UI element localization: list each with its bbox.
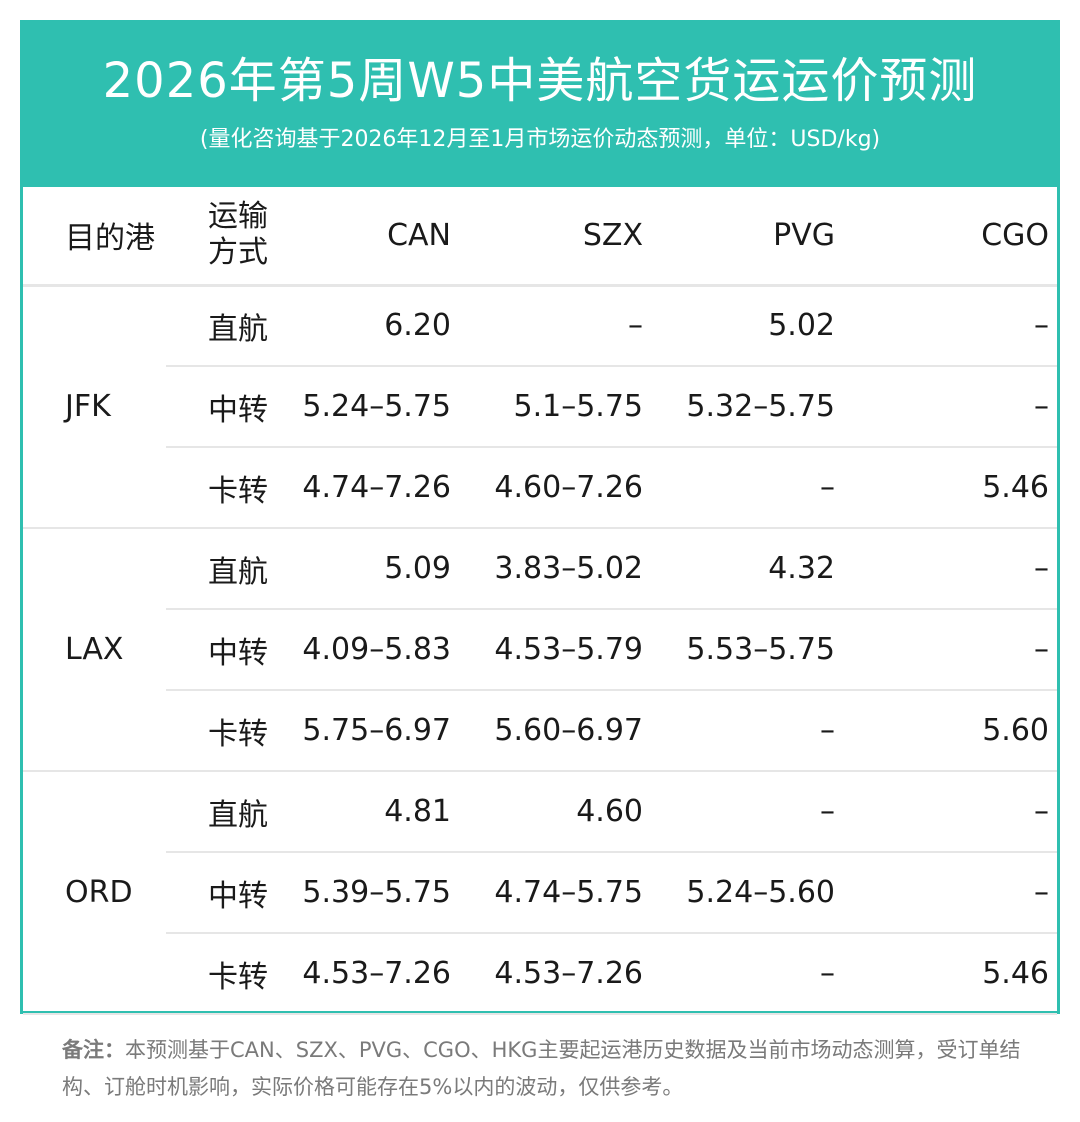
table-row: 中转 5.39–5.75 4.74–5.75 5.24–5.60–	[23, 852, 1057, 934]
table-row: 卡转 5.75–6.97 5.60–6.97–5.60	[23, 690, 1057, 772]
rate-cell-can: 5.39–5.75	[269, 852, 461, 934]
rate-cell-cgo: –	[845, 609, 1057, 691]
rate-cell-szx: 4.74–5.75	[461, 852, 653, 934]
rate-cell-szx: –	[461, 285, 653, 367]
table-row: ORD 直航 4.81 4.60– –	[23, 771, 1057, 1015]
rate-cell-can: 5.75–6.97	[269, 690, 461, 772]
transport-mode-cell: 直航	[166, 771, 269, 853]
rate-cell-can: 4.81	[269, 771, 461, 853]
column-header-mode-line2: 方式	[208, 235, 268, 271]
transport-mode-cell: 卡转	[166, 447, 269, 529]
column-header-destination: 目的港	[23, 187, 166, 287]
rate-cell-cgo: 5.46	[845, 933, 1057, 1015]
rate-cell-szx: 4.60–7.26	[461, 447, 653, 529]
destination-port-cell: ORD	[23, 771, 166, 1015]
table-row: LAX 直航 5.09 3.83–5.02 4.32–	[23, 528, 1057, 772]
column-header-cgo: CGO	[845, 187, 1057, 287]
rate-cell-pvg: 5.24–5.60	[653, 852, 845, 934]
rate-cell-szx: 5.1–5.75	[461, 366, 653, 448]
transport-mode-cell: 直航	[166, 528, 269, 610]
destination-port-cell: JFK	[23, 285, 166, 529]
page-title: 2026年第5周W5中美航空货运运价预测	[102, 53, 978, 109]
table-body: JFK 直航 6.20–5.02– 中转 5.24–5.75 5.1–5.75 5.32–5…	[23, 285, 1057, 1015]
rate-cell-can: 4.53–7.26	[269, 933, 461, 1015]
rate-cell-pvg: 5.32–5.75	[653, 366, 845, 448]
rate-cell-cgo: –	[845, 528, 1057, 610]
forecast-card: 2026年第5周W5中美航空货运运价预测 (量化咨询基于2026年12月至1月市…	[20, 20, 1060, 1015]
rate-cell-can: 4.09–5.83	[269, 609, 461, 691]
rate-cell-cgo: –	[845, 285, 1057, 367]
table-row: 中转 5.24–5.75 5.1–5.75 5.32–5.75–	[23, 366, 1057, 448]
rate-cell-can: 5.09	[269, 528, 461, 610]
rate-cell-cgo: –	[845, 771, 1057, 853]
rate-cell-cgo: –	[845, 366, 1057, 448]
rate-cell-cgo: 5.46	[845, 447, 1057, 529]
footnote-label: 备注：	[62, 1038, 125, 1062]
rate-cell-szx: 3.83–5.02	[461, 528, 653, 610]
table-row: 中转 4.09–5.83 4.53–5.79 5.53–5.75–	[23, 609, 1057, 691]
rate-cell-pvg: –	[653, 690, 845, 772]
rate-cell-szx: 4.60	[461, 771, 653, 853]
column-header-szx: SZX	[461, 187, 653, 287]
header-banner: 2026年第5周W5中美航空货运运价预测 (量化咨询基于2026年12月至1月市…	[23, 23, 1057, 187]
column-header-mode: 运输 方式	[166, 187, 269, 287]
rate-cell-can: 5.24–5.75	[269, 366, 461, 448]
table-row: 卡转 4.53–7.26 4.53–7.26–5.46	[23, 933, 1057, 1015]
transport-mode-cell: 中转	[166, 366, 269, 448]
column-header-pvg: PVG	[653, 187, 845, 287]
rate-cell-pvg: –	[653, 771, 845, 853]
rate-cell-pvg: 5.02	[653, 285, 845, 367]
table-header-row: 目的港 运输 方式 CAN SZX PVG CGO	[23, 187, 1057, 287]
column-header-can: CAN	[269, 187, 461, 287]
table-row: JFK 直航 6.20–5.02–	[23, 285, 1057, 529]
table-row: 卡转 4.74–7.26 4.60–7.26–5.46	[23, 447, 1057, 529]
rate-cell-pvg: 5.53–5.75	[653, 609, 845, 691]
destination-port-cell: LAX	[23, 528, 166, 772]
page-subtitle: (量化咨询基于2026年12月至1月市场运价动态预测，单位：USD/kg)	[199, 127, 881, 152]
rate-cell-can: 4.74–7.26	[269, 447, 461, 529]
footnote-text: 本预测基于CAN、SZX、PVG、CGO、HKG主要起运港历史数据及当前市场动态…	[62, 1038, 1021, 1099]
rate-cell-pvg: –	[653, 933, 845, 1015]
rate-table: 目的港 运输 方式 CAN SZX PVG CGO JFK 直航 6.20–5.02…	[23, 187, 1057, 1015]
transport-mode-cell: 直航	[166, 285, 269, 367]
rate-cell-pvg: 4.32	[653, 528, 845, 610]
rate-cell-cgo: –	[845, 852, 1057, 934]
column-header-mode-line1: 运输	[208, 199, 268, 235]
rate-cell-can: 6.20	[269, 285, 461, 367]
rate-cell-szx: 4.53–7.26	[461, 933, 653, 1015]
rate-cell-cgo: 5.60	[845, 690, 1057, 772]
transport-mode-cell: 中转	[166, 609, 269, 691]
rate-cell-pvg: –	[653, 447, 845, 529]
rate-cell-szx: 4.53–5.79	[461, 609, 653, 691]
transport-mode-cell: 卡转	[166, 933, 269, 1015]
footnote: 备注：本预测基于CAN、SZX、PVG、CGO、HKG主要起运港历史数据及当前市…	[62, 1032, 1052, 1106]
rate-cell-szx: 5.60–6.97	[461, 690, 653, 772]
transport-mode-cell: 卡转	[166, 690, 269, 772]
transport-mode-cell: 中转	[166, 852, 269, 934]
